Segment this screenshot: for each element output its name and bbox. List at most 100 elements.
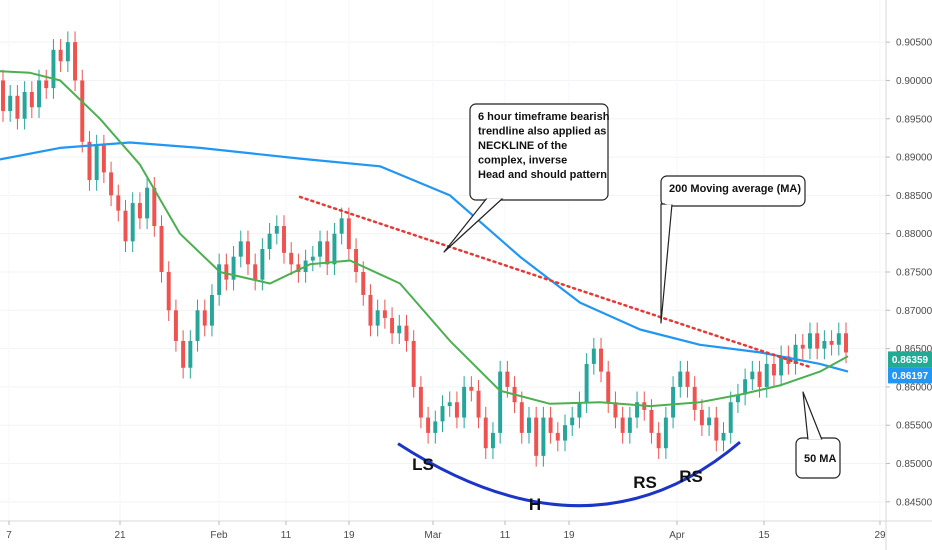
- candle-body: [577, 402, 582, 418]
- candle-body: [339, 218, 344, 234]
- left-shoulder-label: LS: [412, 455, 434, 474]
- candle-body: [678, 371, 683, 387]
- candle-body: [505, 371, 510, 387]
- candle-body: [289, 252, 294, 265]
- candle-body: [498, 371, 503, 433]
- candle-body: [714, 417, 719, 441]
- candle-body: [310, 256, 315, 261]
- callout-text: 200 Moving average (MA): [669, 183, 801, 195]
- candle-body: [606, 371, 611, 403]
- ma200-callout-pointer: [660, 203, 673, 324]
- candle-body: [635, 402, 640, 418]
- candle-body: [231, 256, 236, 280]
- ma50-callout-pointer: [802, 391, 823, 441]
- candle-body: [433, 421, 438, 433]
- candle-body: [735, 394, 740, 403]
- price-tag-bg: [888, 367, 932, 384]
- candle-body: [476, 390, 481, 418]
- y-tick-label: 0.85500: [896, 421, 932, 432]
- candle-body: [375, 310, 380, 326]
- candle-body: [397, 325, 402, 334]
- neckline-trendline: [298, 195, 812, 369]
- y-tick-label: 0.88000: [896, 229, 932, 240]
- candle-body: [591, 348, 596, 364]
- candle-body: [440, 406, 445, 422]
- candle-body: [454, 402, 459, 418]
- candle-body: [555, 432, 560, 441]
- candle-body: [685, 371, 690, 387]
- candle-body: [707, 417, 712, 426]
- x-tick-label: 15: [758, 530, 770, 541]
- drawing-overlays: 6 hour timeframe bearish trendline also a…: [298, 103, 841, 514]
- grid: [0, 41, 886, 503]
- candle-body: [195, 310, 200, 341]
- candle-body: [390, 317, 395, 334]
- candle-body: [8, 95, 13, 112]
- candle-body: [145, 187, 150, 219]
- candle-body: [418, 386, 423, 418]
- ma50-line: [0, 70, 849, 408]
- candle-body: [58, 49, 63, 62]
- candle-body: [361, 271, 366, 295]
- candle-body: [447, 402, 452, 407]
- candle-body: [541, 417, 546, 456]
- candle-body: [721, 432, 726, 441]
- x-tick-label: 19: [343, 530, 355, 541]
- neckline-callout-pointer: [443, 197, 504, 253]
- y-tick-label: 0.87000: [896, 306, 932, 317]
- candle-body: [613, 402, 618, 418]
- candle-body: [663, 417, 668, 449]
- candle-body: [764, 363, 769, 387]
- candle-body: [599, 348, 604, 372]
- x-tick-label: Mar: [424, 530, 442, 541]
- x-tick-label: 11: [281, 530, 292, 541]
- x-tick-label: Apr: [669, 530, 685, 541]
- callout-fill: [797, 439, 839, 477]
- candle-body: [1, 80, 5, 112]
- candle-body: [793, 344, 798, 364]
- candle-body: [671, 386, 676, 418]
- price-tag-label: 0.86359: [892, 355, 929, 366]
- candle-body: [800, 344, 805, 349]
- candle-body: [181, 340, 186, 368]
- x-tick-label: 21: [114, 530, 126, 541]
- candle-body: [296, 264, 301, 272]
- candle-body: [815, 333, 820, 349]
- candle-body: [29, 91, 34, 108]
- callout-text: 50 MA: [804, 453, 836, 465]
- candle-body: [245, 241, 250, 265]
- candle-body: [166, 271, 171, 311]
- candle-body: [743, 379, 748, 395]
- candle-body: [426, 417, 431, 433]
- candle-body: [123, 210, 128, 242]
- candle-body: [44, 80, 49, 89]
- candle-body: [109, 172, 114, 196]
- candle-body: [483, 417, 488, 449]
- candle-body: [620, 417, 625, 433]
- candle-series: [1, 31, 848, 467]
- candle-body: [202, 310, 207, 326]
- candle-body: [188, 340, 193, 368]
- candle-body: [368, 294, 373, 326]
- candle-body: [159, 226, 164, 272]
- candle-body: [563, 425, 567, 441]
- y-axis-ticks: 0.84500 0.85000 0.85500 0.86000 0.86500 0.870…: [886, 38, 932, 508]
- candle-body: [627, 417, 632, 433]
- callout-fill: [662, 177, 804, 205]
- candle-body: [116, 195, 121, 211]
- candle-body: [728, 402, 733, 433]
- candle-body: [699, 409, 704, 426]
- candle-body: [318, 241, 323, 257]
- y-tick-label: 0.90000: [896, 76, 932, 87]
- y-tick-label: 0.87500: [896, 267, 932, 278]
- candle-body: [382, 310, 387, 318]
- candle-body: [548, 417, 553, 433]
- x-tick-label: 29: [874, 530, 886, 541]
- candle-body: [101, 145, 106, 173]
- candle-body: [526, 417, 531, 433]
- callout-text: 6 hour timeframe bearish: [478, 111, 610, 123]
- candle-body: [411, 340, 416, 387]
- head-shoulders-arc: [397, 440, 741, 508]
